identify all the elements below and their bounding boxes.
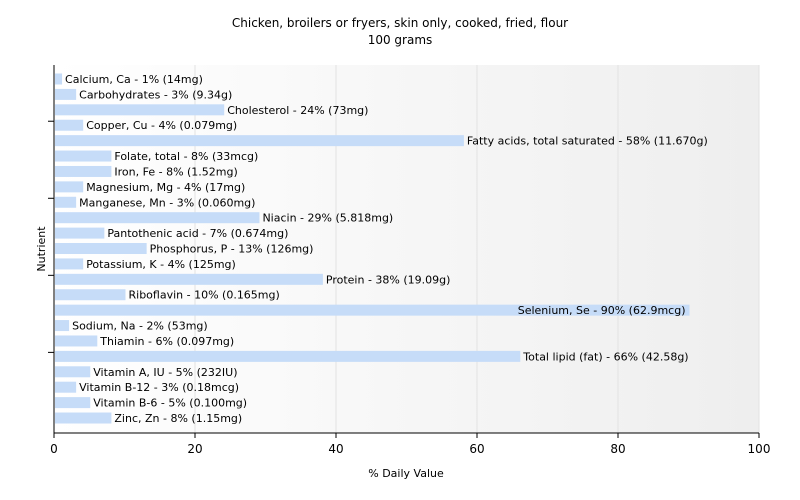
bar [55, 88, 77, 100]
bar [55, 135, 464, 147]
bar [55, 196, 77, 208]
bar-label: Manganese, Mn - 3% (0.060mg) [79, 196, 255, 209]
bar [55, 243, 147, 255]
bar-label: Thiamin - 6% (0.097mg) [99, 335, 234, 348]
bar-label: Fatty acids, total saturated - 58% (11.6… [467, 135, 708, 148]
bar [55, 119, 84, 131]
bar [55, 366, 91, 378]
bar [55, 258, 84, 270]
bar [55, 150, 112, 162]
bar [55, 304, 690, 316]
x-axis-title: % Daily Value [368, 467, 444, 480]
bar-label: Riboflavin - 10% (0.165mg) [129, 289, 280, 302]
bar-label: Pantothenic acid - 7% (0.674mg) [107, 227, 288, 240]
chart-subtitle: 100 grams [368, 33, 433, 47]
bar-label: Niacin - 29% (5.818mg) [262, 212, 393, 225]
bar-label: Copper, Cu - 4% (0.079mg) [86, 119, 237, 132]
x-tick-label: 0 [50, 442, 58, 456]
axes [53, 65, 759, 434]
bar [55, 227, 105, 239]
bar [55, 335, 98, 347]
bar-label: Carbohydrates - 3% (9.34g) [79, 88, 232, 101]
x-tick-label: 40 [328, 442, 343, 456]
bar [55, 412, 112, 424]
bar-label: Phosphorus, P - 13% (126mg) [150, 243, 314, 256]
bar [55, 320, 70, 332]
bar-label: Potassium, K - 4% (125mg) [86, 258, 236, 271]
chart-title: Chicken, broilers or fryers, skin only, … [232, 16, 568, 30]
bar-label: Iron, Fe - 8% (1.52mg) [114, 165, 237, 178]
bar [55, 350, 521, 362]
gridlines [194, 65, 760, 433]
x-tick-label: 80 [610, 442, 625, 456]
bar [55, 181, 84, 193]
bar-label: Zinc, Zn - 8% (1.15mg) [114, 412, 242, 425]
bar [55, 289, 126, 301]
y-axis-title: Nutrient [35, 226, 48, 272]
bar-label: Protein - 38% (19.09g) [326, 273, 451, 286]
bar-label: Sodium, Na - 2% (53mg) [72, 320, 208, 333]
bar-label: Vitamin B-6 - 5% (0.100mg) [93, 397, 247, 410]
bar [55, 212, 260, 224]
x-tick-label: 100 [748, 442, 771, 456]
bar-label: Total lipid (fat) - 66% (42.58g) [522, 350, 688, 363]
x-ticks: 0 20 40 60 80 100 [50, 433, 770, 456]
bar-label: Vitamin A, IU - 5% (232IU) [93, 366, 237, 379]
y-ticks [48, 120, 54, 353]
plot-area [54, 65, 759, 433]
bar-label: Selenium, Se - 90% (62.9mcg) [518, 304, 686, 317]
bar-label: Calcium, Ca - 1% (14mg) [65, 73, 203, 86]
x-tick-label: 20 [187, 442, 202, 456]
bars: Calcium, Ca - 1% (14mg) Carbohydrates - 3… [55, 73, 708, 425]
bar-label: Vitamin B-12 - 3% (0.18mcg) [79, 381, 239, 394]
bar [55, 273, 323, 285]
bar [55, 381, 77, 393]
bar [55, 73, 63, 85]
bar [55, 104, 225, 116]
bar-label: Magnesium, Mg - 4% (17mg) [86, 181, 245, 194]
bar [55, 165, 112, 177]
bar-label: Cholesterol - 24% (73mg) [227, 104, 368, 117]
x-tick-label: 60 [469, 442, 484, 456]
bar-label: Folate, total - 8% (33mcg) [114, 150, 258, 163]
bar [55, 397, 91, 409]
